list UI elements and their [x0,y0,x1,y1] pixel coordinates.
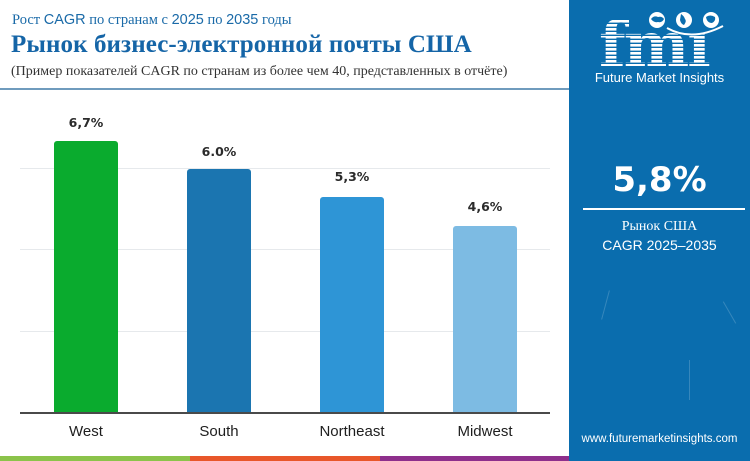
value-label-midwest: 4,6% [467,199,503,214]
website-link[interactable]: www.futuremarketinsights.com [581,433,738,445]
gridline [20,249,550,250]
kpi-value: 5,8% [612,160,707,200]
bg-streak [689,360,690,400]
value-label-south: 6.0% [201,144,237,159]
x-label-northeast: Northeast [319,423,385,440]
kpi-divider [583,208,745,210]
bg-streak [601,290,610,320]
footer-stripe-orange [190,456,380,461]
gridline [20,331,550,332]
chart-subtitle: Рост CAGR по странам с 2025 по 2035 годы [12,12,292,28]
bar-northeast [320,197,384,413]
bar-south [187,169,251,413]
kpi-label-market: Рынок США [621,219,698,234]
bar-west [54,141,118,413]
x-label-midwest: Midwest [457,423,513,440]
bar-chart: 6,7% 6.0% 5,3% 4,6% West South Northeast… [0,90,569,450]
chart-note: (Пример показателей CAGR по странам из б… [11,64,508,79]
bg-streak [722,301,737,324]
gridline [20,168,550,169]
x-axis-line [20,412,550,414]
value-label-west: 6,7% [68,115,104,130]
fmi-logo-icon: fmı [599,8,724,68]
chart-panel: Рост CAGR по странам с 2025 по 2035 годы… [0,12,569,461]
x-label-south: South [199,423,239,440]
brand-name: Future Market Insights [594,70,725,85]
bar-midwest [453,226,517,413]
footer-stripe-green [0,456,190,461]
header-divider [0,88,569,90]
kpi-label-cagr: CAGR 2025–2035 [602,237,717,253]
chart-title: Рынок бизнес-электронной почты США [11,31,472,58]
footer-stripe-purple [380,456,569,461]
value-label-northeast: 5,3% [334,169,370,184]
sidebar-panel: fmı Future Market Insights 5,8% Рынок СШ… [569,0,750,461]
x-label-west: West [69,423,103,440]
